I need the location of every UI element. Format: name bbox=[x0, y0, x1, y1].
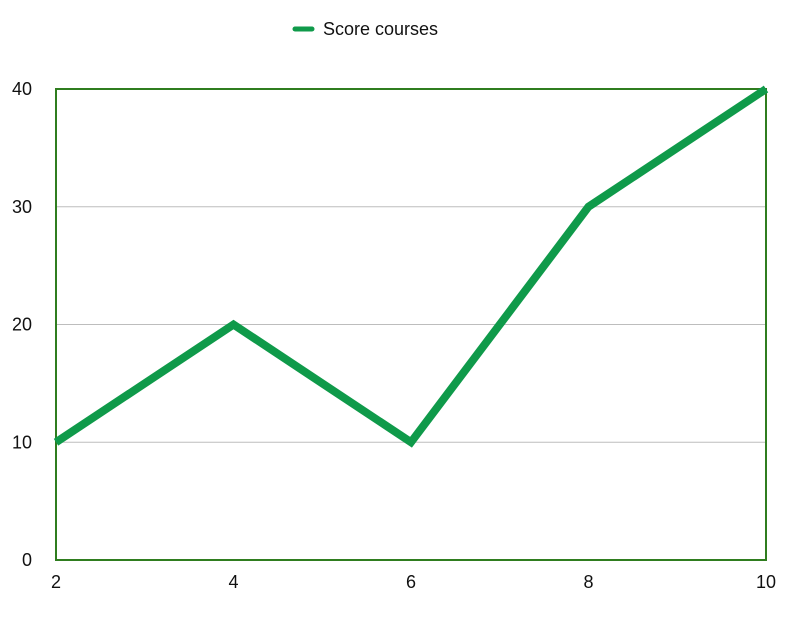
y-tick-label-4: 40 bbox=[12, 79, 32, 99]
y-tick-label-3: 30 bbox=[12, 197, 32, 217]
y-tick-label-1: 10 bbox=[12, 432, 32, 452]
x-tick-label-3: 8 bbox=[583, 572, 593, 592]
x-tick-label-4: 10 bbox=[756, 572, 776, 592]
x-tick-label-0: 2 bbox=[51, 572, 61, 592]
legend-label: Score courses bbox=[323, 19, 438, 39]
x-tick-label-2: 6 bbox=[406, 572, 416, 592]
y-tick-label-2: 20 bbox=[12, 315, 32, 335]
plot-frame bbox=[55, 88, 767, 561]
axis-labels: 0 10 20 30 40 2 4 6 8 10 bbox=[12, 79, 776, 592]
series-line-score-courses bbox=[53, 85, 769, 448]
legend: Score courses bbox=[292, 19, 438, 39]
y-tick-label-0: 0 bbox=[22, 550, 32, 570]
series-layer bbox=[53, 85, 769, 448]
x-tick-label-1: 4 bbox=[228, 572, 238, 592]
grid-layer bbox=[56, 206, 766, 443]
